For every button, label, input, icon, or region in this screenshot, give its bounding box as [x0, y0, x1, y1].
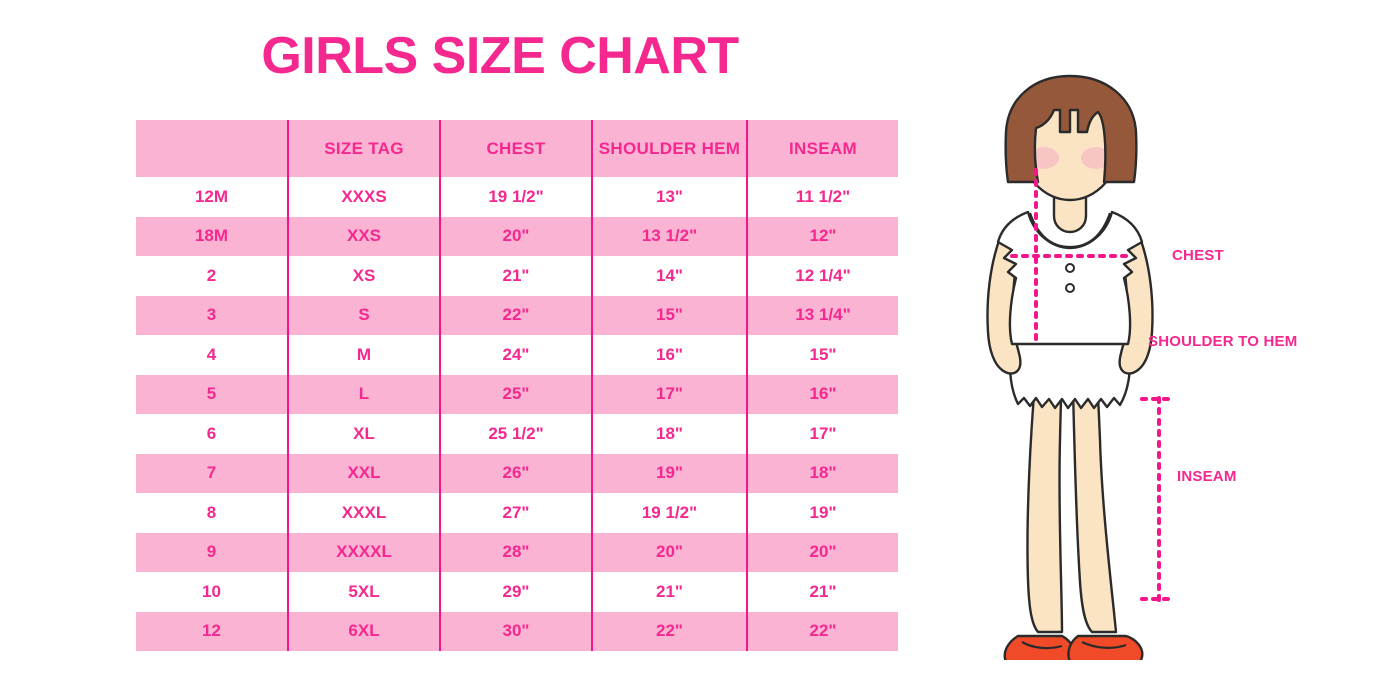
table-row: 6 XL 25 1/2" 18" 17" [136, 414, 898, 454]
column-header-chest: CHEST [440, 120, 593, 177]
cell-size-tag: XXXS [288, 177, 441, 217]
legs [1026, 348, 1118, 634]
cell-size-tag: 6XL [288, 611, 441, 651]
cell-inseam: 17" [747, 414, 898, 454]
cell-size-tag: XS [288, 256, 441, 296]
cell-shoulder-hem: 20" [592, 532, 748, 572]
cell-size: 12 [136, 611, 289, 651]
cell-chest: 28" [440, 532, 593, 572]
cell-chest: 30" [440, 611, 593, 651]
cell-inseam: 15" [747, 335, 898, 375]
column-header-inseam: INSEAM [747, 120, 898, 177]
cell-shoulder-hem: 22" [592, 611, 748, 651]
cell-size-tag: M [288, 335, 441, 375]
table-row: 4 M 24" 16" 15" [136, 335, 898, 375]
shoulder-to-hem-label: SHOULDER TO HEM [1148, 333, 1298, 350]
cell-shoulder-hem: 21" [592, 572, 748, 612]
cell-chest: 25 1/2" [440, 414, 593, 454]
cell-size: 9 [136, 532, 289, 572]
cell-size-tag: XXXL [288, 493, 441, 533]
cell-chest: 20" [440, 216, 593, 256]
column-header-size-tag: SIZE TAG [288, 120, 441, 177]
cell-size-tag: 5XL [288, 572, 441, 612]
cell-inseam: 11 1/2" [747, 177, 898, 217]
chest-label: CHEST [1172, 247, 1224, 264]
cell-size-tag: XXXXL [288, 532, 441, 572]
inseam-label: INSEAM [1177, 468, 1237, 485]
cell-shoulder-hem: 19" [592, 453, 748, 493]
cell-inseam: 22" [747, 611, 898, 651]
cell-size: 10 [136, 572, 289, 612]
cell-chest: 19 1/2" [440, 177, 593, 217]
header-row: SIZE TAG CHEST SHOULDER HEM INSEAM [136, 120, 898, 177]
cell-inseam: 21" [747, 572, 898, 612]
table-row: 12 6XL 30" 22" 22" [136, 611, 898, 651]
cell-shoulder-hem: 13" [592, 177, 748, 217]
table-row: 3 S 22" 15" 13 1/4" [136, 295, 898, 335]
table-row: 9 XXXXL 28" 20" 20" [136, 532, 898, 572]
cell-size-tag: L [288, 374, 441, 414]
cell-inseam: 18" [747, 453, 898, 493]
cell-inseam: 13 1/4" [747, 295, 898, 335]
cell-size: 2 [136, 256, 289, 296]
measurement-lines [1010, 168, 1174, 602]
cell-inseam: 20" [747, 532, 898, 572]
blush-right [1081, 147, 1111, 169]
table-row: 2 XS 21" 14" 12 1/4" [136, 256, 898, 296]
cell-chest: 25" [440, 374, 593, 414]
cell-shoulder-hem: 17" [592, 374, 748, 414]
shirt [996, 210, 1144, 346]
cell-shoulder-hem: 14" [592, 256, 748, 296]
cell-size: 4 [136, 335, 289, 375]
shoes [1003, 634, 1144, 676]
cell-size: 12M [136, 177, 289, 217]
cell-shoulder-hem: 13 1/2" [592, 216, 748, 256]
cell-chest: 24" [440, 335, 593, 375]
cell-size: 7 [136, 453, 289, 493]
cell-size: 6 [136, 414, 289, 454]
cell-shoulder-hem: 18" [592, 414, 748, 454]
skirt [1008, 340, 1132, 410]
cell-size-tag: XXL [288, 453, 441, 493]
cell-inseam: 19" [747, 493, 898, 533]
column-header-size [136, 120, 289, 177]
cell-size-tag: S [288, 295, 441, 335]
cell-shoulder-hem: 19 1/2" [592, 493, 748, 533]
cell-chest: 29" [440, 572, 593, 612]
cell-size-tag: XXS [288, 216, 441, 256]
cell-inseam: 12 1/4" [747, 256, 898, 296]
cell-inseam: 16" [747, 374, 898, 414]
table-body: 12M XXXS 19 1/2" 13" 11 1/2" 18M XXS 20" 13 1/2"… [136, 177, 898, 651]
cell-chest: 27" [440, 493, 593, 533]
table-row: 7 XXL 26" 19" 18" [136, 453, 898, 493]
column-header-shoulder-hem: SHOULDER HEM [592, 120, 748, 177]
table-row: 8 XXXL 27" 19 1/2" 19" [136, 493, 898, 533]
cell-chest: 21" [440, 256, 593, 296]
girl-figure-svg [986, 74, 1174, 676]
cell-chest: 26" [440, 453, 593, 493]
cell-inseam: 12" [747, 216, 898, 256]
cell-shoulder-hem: 15" [592, 295, 748, 335]
table-row: 5 L 25" 17" 16" [136, 374, 898, 414]
cell-size: 18M [136, 216, 289, 256]
cell-size-tag: XL [288, 414, 441, 454]
hair [1004, 74, 1138, 184]
cell-chest: 22" [440, 295, 593, 335]
cell-size: 5 [136, 374, 289, 414]
size-chart-table: SIZE TAG CHEST SHOULDER HEM INSEAM 12M XX… [136, 120, 898, 651]
cell-shoulder-hem: 16" [592, 335, 748, 375]
table-row: 12M XXXS 19 1/2" 13" 11 1/2" [136, 177, 898, 217]
cell-size: 3 [136, 295, 289, 335]
table-row: 10 5XL 29" 21" 21" [136, 572, 898, 612]
girl-illustration [950, 70, 1250, 676]
table-row: 18M XXS 20" 13 1/2" 12" [136, 216, 898, 256]
page-title: GIRLS SIZE CHART [261, 27, 739, 85]
table-header: SIZE TAG CHEST SHOULDER HEM INSEAM [136, 120, 898, 177]
cell-size: 8 [136, 493, 289, 533]
